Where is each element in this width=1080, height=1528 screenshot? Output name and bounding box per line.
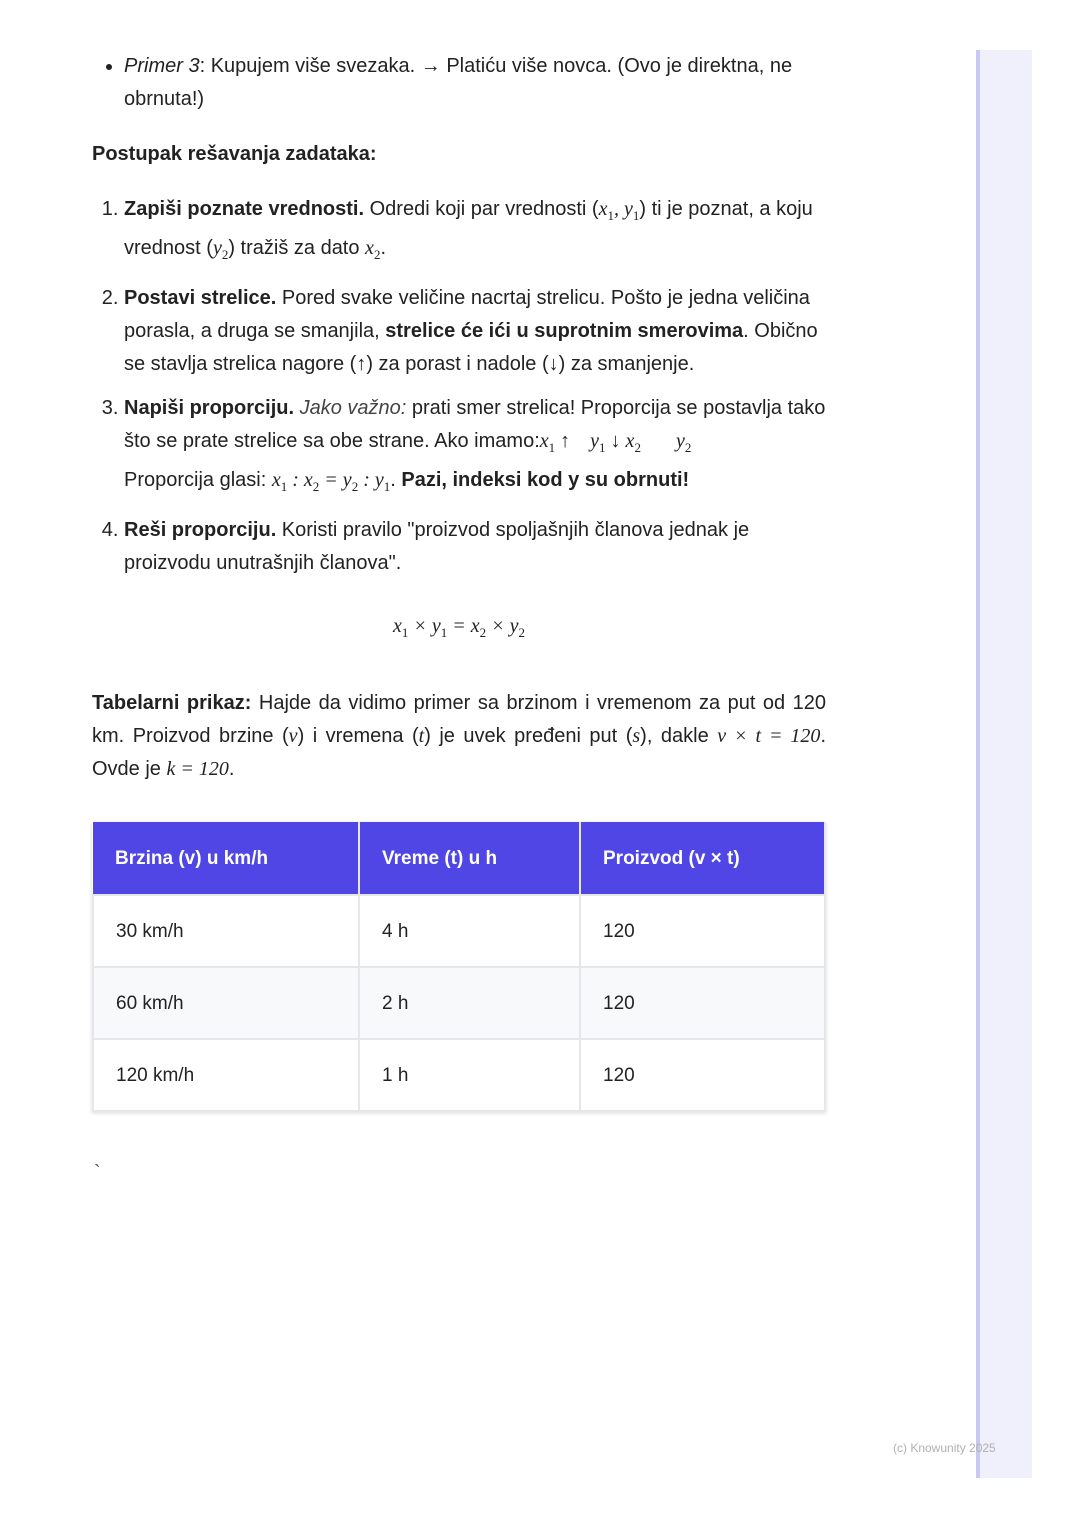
step-2: Postavi strelice. Pored svake veličine n… bbox=[124, 282, 826, 381]
footer-copyright: (c) Knowunity 2025 bbox=[893, 1441, 996, 1455]
table-row: 60 km/h 2 h 120 bbox=[92, 966, 826, 1040]
table-row: 120 km/h 1 h 120 bbox=[92, 1038, 826, 1112]
formula: x1 × y1 = x2 × y2 bbox=[392, 615, 526, 640]
section-heading: Postupak rešavanja zadataka: bbox=[92, 143, 377, 165]
side-panel bbox=[976, 50, 1032, 1478]
list-item: Primer 3: Kupujem više svezaka. → Platić… bbox=[124, 50, 826, 116]
table-intro: Tabelarni prikaz: Hajde da vidimo primer… bbox=[92, 692, 826, 780]
document-content: Primer 3: Kupujem više svezaka. → Platić… bbox=[92, 50, 826, 1112]
step-3: Napiši proporciju. Jako važno: prati sme… bbox=[124, 392, 826, 503]
table-row: 30 km/h 4 h 120 bbox=[92, 894, 826, 968]
data-table: Brzina (v) u km/h Vreme (t) u h Proizvod (… bbox=[92, 822, 826, 1112]
step-4: Reši proporciju. Koristi pravilo "proizv… bbox=[124, 514, 826, 580]
table-header-row: Brzina (v) u km/h Vreme (t) u h Proizvod (… bbox=[93, 822, 826, 895]
stray-backtick: ` bbox=[94, 1162, 101, 1184]
step-1: Zapiši poznate vrednosti. Odredi koji pa… bbox=[124, 193, 826, 271]
